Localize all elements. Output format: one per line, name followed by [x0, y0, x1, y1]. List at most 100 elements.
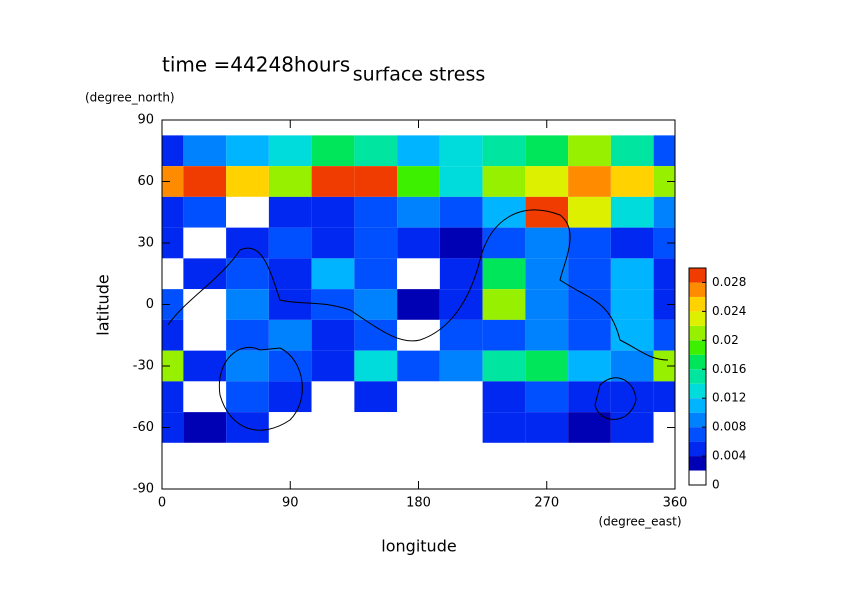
field-cell [354, 381, 398, 413]
colorbar-band [689, 441, 706, 457]
field-cell [439, 196, 483, 228]
field-cell [610, 166, 654, 197]
field-cell [354, 166, 398, 197]
field-cell [397, 319, 440, 351]
field-cell [568, 120, 611, 136]
y-axis-label: latitude [94, 274, 113, 335]
field-cell [610, 381, 654, 413]
field-cell [482, 381, 526, 413]
field-cell [482, 473, 526, 489]
field-cell [183, 350, 227, 382]
subtitle: time =44248hours [162, 53, 350, 77]
field-cell [354, 289, 398, 320]
y-tick-label: 0 [146, 297, 154, 312]
field-cell [568, 289, 611, 320]
colorbar-band [689, 427, 706, 442]
colorbar-tick-label: 0.028 [712, 275, 746, 289]
field-cell [311, 289, 355, 320]
x-tick-label: 0 [158, 496, 166, 511]
field-cell [439, 258, 483, 290]
field-cell [568, 350, 611, 382]
field-cell [311, 196, 355, 228]
field-cell [568, 442, 611, 474]
y-tick-label: 90 [137, 113, 154, 128]
field-cell [653, 258, 675, 290]
field-cell [568, 135, 611, 167]
y-tick-label: 60 [137, 174, 154, 189]
field-cell [311, 350, 355, 382]
field-cell [162, 289, 184, 320]
colorbar-band [689, 383, 706, 399]
field-cell [354, 258, 398, 290]
field-cell [397, 135, 440, 167]
field-cell [439, 319, 483, 351]
coastline [594, 377, 637, 420]
field-cell [268, 196, 312, 228]
field-cell [268, 227, 312, 259]
field-cell [226, 289, 269, 320]
colorbar-tick-label: 0.004 [712, 449, 746, 463]
field-cell [311, 442, 355, 474]
field-cell [226, 350, 269, 382]
field-cell [653, 381, 675, 413]
field-cell [568, 258, 611, 290]
field-cell [226, 120, 269, 136]
field-cell [397, 166, 440, 197]
field-cell [439, 442, 483, 474]
field-cell [653, 319, 675, 351]
field-cell [311, 381, 355, 413]
field-cell [268, 289, 312, 320]
field-cell [397, 289, 440, 320]
x-tick-label: 180 [406, 496, 431, 511]
field-cell [226, 135, 269, 167]
x-tick-label: 360 [663, 496, 688, 511]
field-cell [183, 289, 227, 320]
field-cell [397, 442, 440, 474]
field-cell [525, 381, 569, 413]
x-axis-label: longitude [381, 537, 456, 556]
colorbar-band [689, 282, 706, 297]
field-cell [653, 120, 675, 136]
field-cell [610, 442, 654, 474]
field-cell [397, 381, 440, 413]
field-cell [610, 135, 654, 167]
field-cell [568, 381, 611, 413]
field-cell [162, 166, 184, 197]
field-cell [183, 473, 227, 489]
field-cell [610, 412, 654, 443]
field-cell [226, 227, 269, 259]
field-cell [311, 166, 355, 197]
colorbar-band [689, 369, 706, 384]
field-cell [162, 473, 184, 489]
field-cell [482, 289, 526, 320]
field-cell [162, 120, 184, 136]
field-cell [354, 350, 398, 382]
colorbar-band [689, 456, 706, 471]
field-cell [354, 196, 398, 228]
field-cell [162, 196, 184, 228]
coastline [218, 346, 303, 431]
field-cell [397, 227, 440, 259]
field-cell [568, 473, 611, 489]
field-cell [482, 319, 526, 351]
field-cell [397, 196, 440, 228]
field-cell [226, 166, 269, 197]
field-cell [525, 442, 569, 474]
field-cell [482, 227, 526, 259]
field-cell [439, 350, 483, 382]
x-tick-label: 270 [534, 496, 559, 511]
field-cell [354, 473, 398, 489]
field-cell [653, 473, 675, 489]
field-cell [525, 196, 569, 228]
field-cell [162, 135, 184, 167]
field-cell [653, 350, 675, 382]
field-cell [226, 381, 269, 413]
field-cell [397, 258, 440, 290]
field-cell [397, 350, 440, 382]
field-cell [311, 135, 355, 167]
plot-frame [161, 119, 676, 490]
colorbar-band [689, 325, 706, 341]
field-cell [183, 135, 227, 167]
colorbar-band [689, 470, 706, 485]
field-cell [653, 412, 675, 443]
